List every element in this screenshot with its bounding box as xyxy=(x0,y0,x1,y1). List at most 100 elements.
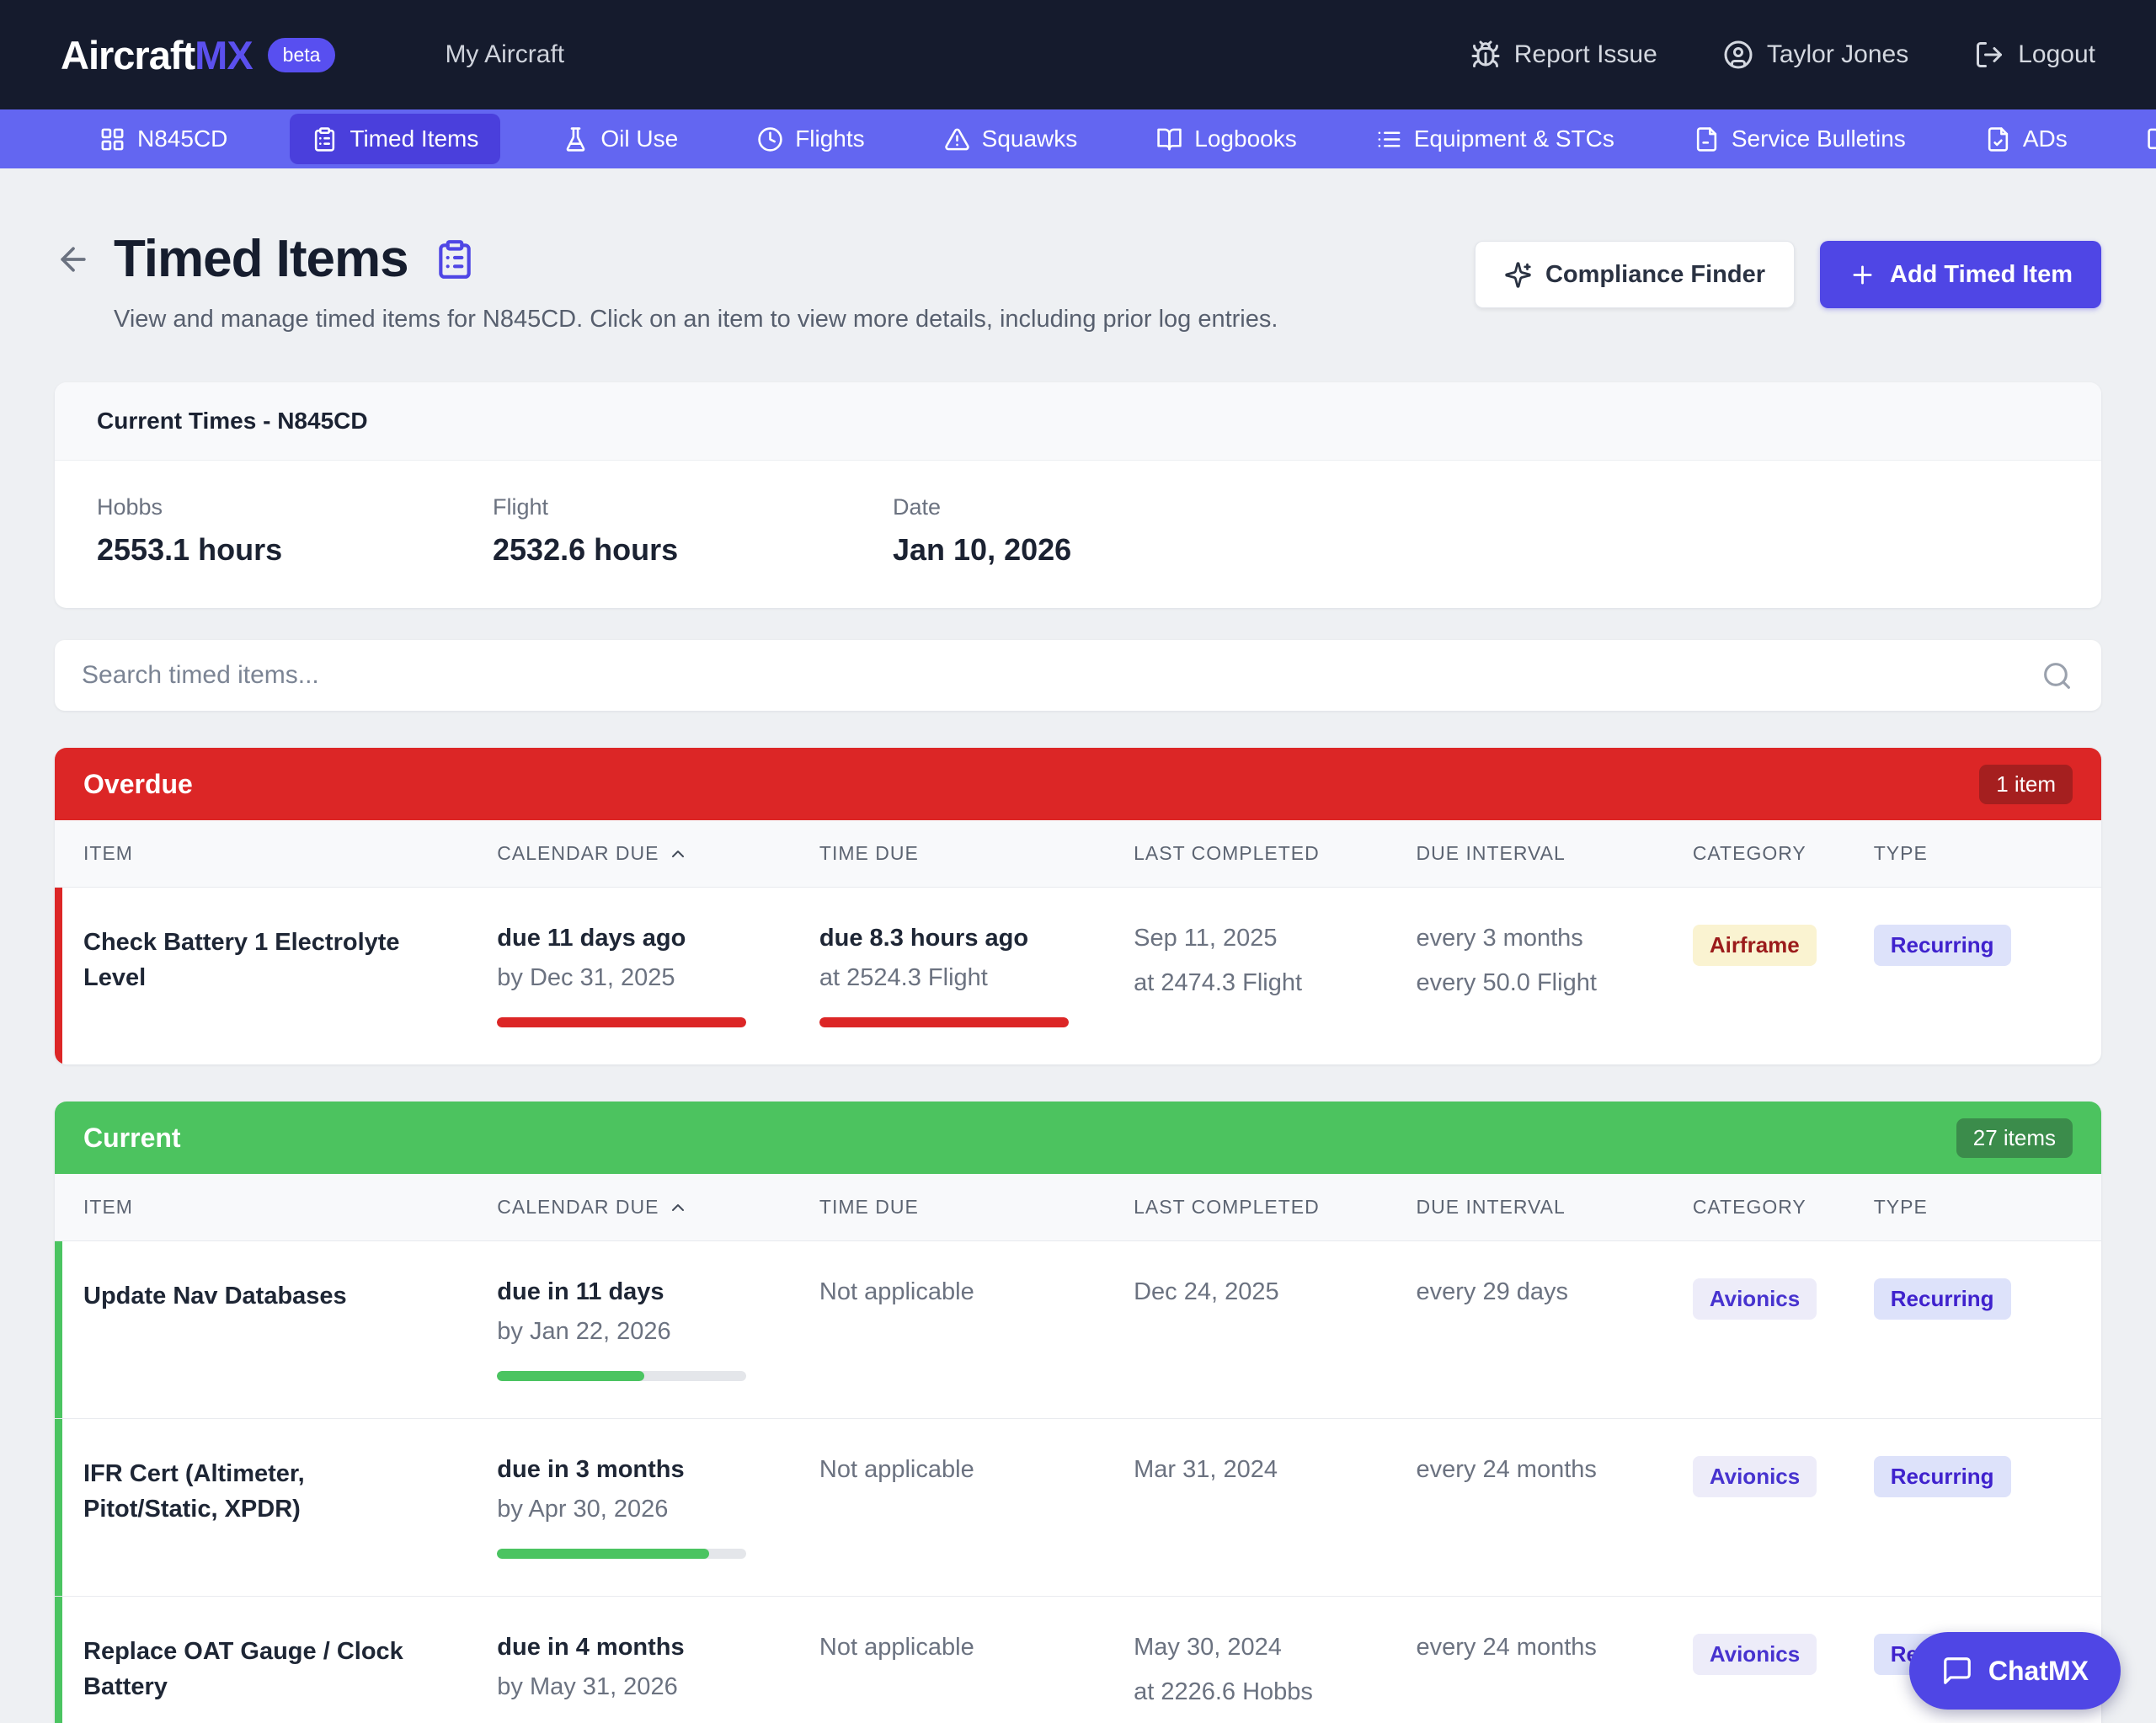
section-title: Current xyxy=(83,1122,181,1153)
section-tabs: N845CD Timed Items Oil Use Flights Squaw… xyxy=(0,109,2156,168)
section-count-badge: 1 item xyxy=(1979,764,2073,804)
section-count-badge: 27 items xyxy=(1956,1118,2073,1158)
column-header-last-completed: LAST COMPLETED xyxy=(1134,842,1320,864)
tab-n845cd[interactable]: N845CD xyxy=(83,115,244,163)
row-status-stripe xyxy=(55,1241,62,1418)
type-cell: Recurring xyxy=(1873,925,2073,1027)
tab-documents[interactable]: Documents xyxy=(2130,115,2156,163)
item-name: Replace OAT Gauge / Clock Battery xyxy=(83,1638,403,1701)
time-field-label: Flight xyxy=(493,494,549,520)
sparkles-icon xyxy=(1504,261,1532,289)
type-cell: Recurring xyxy=(1873,1278,2073,1381)
calendar-due-cell: due in 4 months by May 31, 2026 xyxy=(497,1634,685,1700)
tab-service-bulletins[interactable]: Service Bulletins xyxy=(1677,115,1923,163)
row-status-stripe xyxy=(55,888,62,1064)
sort-ascending-icon xyxy=(668,1198,688,1218)
search-input[interactable] xyxy=(55,640,2101,711)
category-cell: Avionics xyxy=(1692,1456,1874,1559)
file-text-icon xyxy=(1694,126,1720,152)
time-due-cell: due 8.3 hours ago at 2524.3 Flight xyxy=(819,925,1134,1027)
calendar-due-cell: due in 3 months by Apr 30, 2026 xyxy=(497,1456,819,1559)
time-due-cell: Not applicable xyxy=(819,1456,974,1483)
column-header-category: CATEGORY xyxy=(1692,1196,1806,1218)
column-header-item: ITEM xyxy=(83,1196,133,1218)
clipboard-icon xyxy=(434,238,476,280)
last-completed-cell: Sep 11, 2025 at 2474.3 Flight xyxy=(1134,925,1303,996)
tab-ads[interactable]: ADs xyxy=(1968,115,2084,163)
chat-bubble-icon xyxy=(1941,1655,1973,1687)
time-field-label: Date xyxy=(893,494,942,520)
plus-icon xyxy=(1849,261,1876,289)
table-row[interactable]: Update Nav Databases due in 11 days by Ja… xyxy=(55,1241,2101,1418)
section-title: Overdue xyxy=(83,768,193,799)
compliance-finder-button[interactable]: Compliance Finder xyxy=(1474,241,1795,308)
column-header-time-due: TIME DUE xyxy=(819,842,919,864)
time-field: Date Jan 10, 2026 xyxy=(893,494,2059,568)
section-header: Overdue 1 item xyxy=(55,748,2101,820)
logout-button[interactable]: Logout xyxy=(1974,40,2095,70)
column-header-time-due: TIME DUE xyxy=(819,1196,919,1218)
item-name: IFR Cert (Altimeter, Pitot/Static, XPDR) xyxy=(83,1460,305,1523)
last-completed-cell: May 30, 2024 at 2226.6 Hobbs xyxy=(1134,1634,1313,1705)
user-icon xyxy=(1723,40,1753,70)
bug-icon xyxy=(1470,40,1501,70)
due-progress-bar xyxy=(497,1017,747,1027)
category-cell: Airframe xyxy=(1692,925,1874,1027)
type-badge: Recurring xyxy=(1873,1456,2011,1497)
calendar-due-cell: due in 11 days by Jan 22, 2026 xyxy=(497,1278,819,1381)
nav-link-my-aircraft[interactable]: My Aircraft xyxy=(445,40,565,68)
column-header-due-interval: DUE INTERVAL xyxy=(1416,842,1566,864)
table-row[interactable]: IFR Cert (Altimeter, Pitot/Static, XPDR)… xyxy=(55,1418,2101,1596)
category-cell: Avionics xyxy=(1692,1278,1874,1381)
row-status-stripe xyxy=(55,1419,62,1596)
due-interval-cell: every 29 days xyxy=(1416,1278,1569,1305)
category-badge: Avionics xyxy=(1692,1456,1817,1497)
app-logo-text: AircraftMX xyxy=(61,32,253,77)
row-status-stripe xyxy=(55,1597,62,1723)
time-field-label: Hobbs xyxy=(97,494,163,520)
due-interval-cell: every 24 months xyxy=(1416,1456,1597,1483)
column-header-due-interval: DUE INTERVAL xyxy=(1416,1196,1566,1218)
table-row[interactable]: Replace OAT Gauge / Clock Battery due in… xyxy=(55,1596,2101,1723)
tab-timed-items[interactable]: Timed Items xyxy=(290,114,501,164)
due-progress-bar xyxy=(819,1017,1069,1027)
time-field: Flight 2532.6 hours xyxy=(493,494,893,568)
list-icon xyxy=(1376,126,1402,152)
app-logo[interactable]: AircraftMX beta xyxy=(61,32,336,78)
report-issue-button[interactable]: Report Issue xyxy=(1470,40,1657,70)
table-header: ITEM CALENDAR DUE TIME DUE LAST COMPLETED DU… xyxy=(55,820,2101,888)
due-progress-bar xyxy=(497,1549,747,1559)
items-section: Overdue 1 item ITEM CALENDAR DUE TIME DUE L… xyxy=(55,748,2101,1064)
file-check-icon xyxy=(1985,126,2011,152)
tab-equipment-stcs[interactable]: Equipment & STCs xyxy=(1359,115,1631,163)
column-header-category: CATEGORY xyxy=(1692,842,1806,864)
type-badge: Recurring xyxy=(1873,1278,2011,1320)
user-menu[interactable]: Taylor Jones xyxy=(1723,40,1908,70)
column-header-calendar-due[interactable]: CALENDAR DUE xyxy=(497,842,819,865)
category-badge: Avionics xyxy=(1692,1278,1817,1320)
tab-squawks[interactable]: Squawks xyxy=(927,115,1095,163)
due-progress-bar xyxy=(497,1371,747,1381)
add-timed-item-button[interactable]: Add Timed Item xyxy=(1820,241,2101,308)
column-header-last-completed: LAST COMPLETED xyxy=(1134,1196,1320,1218)
section-header: Current 27 items xyxy=(55,1102,2101,1174)
layout-grid-icon xyxy=(99,126,125,152)
tab-oil-use[interactable]: Oil Use xyxy=(546,115,695,163)
item-name: Check Battery 1 Electrolyte Level xyxy=(83,929,400,992)
table-row[interactable]: Check Battery 1 Electrolyte Level due 11… xyxy=(55,888,2101,1064)
flask-icon xyxy=(563,126,589,152)
tab-flights[interactable]: Flights xyxy=(740,115,881,163)
beta-badge: beta xyxy=(267,37,336,72)
time-due-cell: Not applicable xyxy=(819,1278,974,1305)
current-times-title: Current Times - N845CD xyxy=(55,382,2101,461)
column-header-calendar-due[interactable]: CALENDAR DUE xyxy=(497,1196,819,1219)
top-bar: AircraftMX beta My Aircraft Report Issue… xyxy=(0,0,2156,109)
clock-icon xyxy=(757,126,783,152)
chatmx-button[interactable]: ChatMX xyxy=(1908,1632,2121,1710)
type-cell: Recurring xyxy=(1873,1456,2073,1559)
tab-logbooks[interactable]: Logbooks xyxy=(1139,115,1313,163)
back-arrow-icon[interactable] xyxy=(55,241,92,278)
table-header: ITEM CALENDAR DUE TIME DUE LAST COMPLETED DU… xyxy=(55,1174,2101,1241)
clipboard-list-icon xyxy=(312,126,338,152)
page-subtitle: View and manage timed items for N845CD. … xyxy=(114,306,1278,333)
